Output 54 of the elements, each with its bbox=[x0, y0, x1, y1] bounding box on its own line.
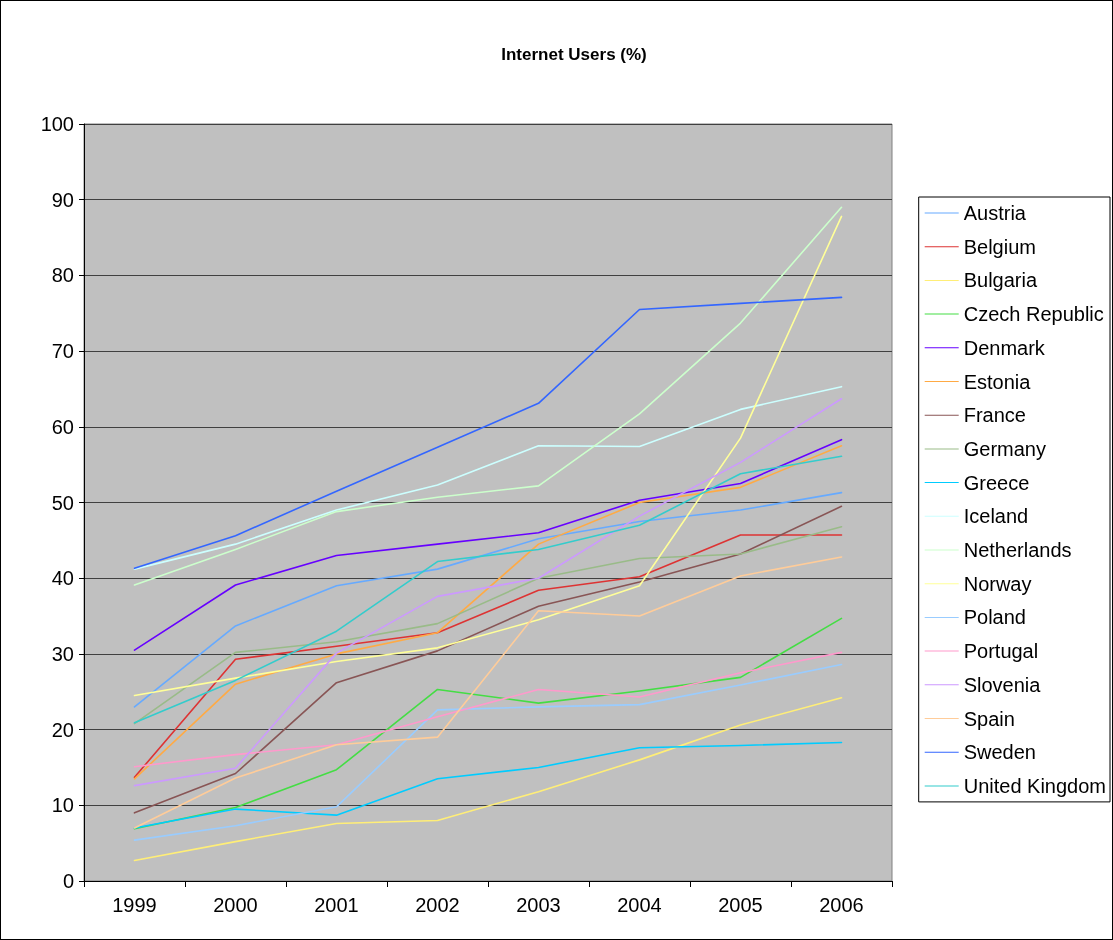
y-tick-label: 50 bbox=[51, 491, 74, 514]
line-series bbox=[133, 296, 843, 570]
y-tick-label: 60 bbox=[51, 415, 74, 438]
legend-label: United Kingdom bbox=[963, 774, 1107, 797]
y-tick-label: 80 bbox=[51, 264, 74, 287]
legend-label: Estonia bbox=[963, 370, 1032, 393]
line-series bbox=[133, 438, 843, 651]
y-tick-label: 30 bbox=[51, 642, 74, 665]
x-tick-label: 2005 bbox=[718, 894, 763, 916]
legend-label: Iceland bbox=[963, 505, 1029, 528]
x-tick-label: 2003 bbox=[516, 894, 561, 916]
x-tick-label: 2006 bbox=[819, 894, 864, 916]
line-series bbox=[133, 556, 843, 829]
x-tick-label: 2002 bbox=[415, 894, 460, 916]
line-series bbox=[133, 455, 843, 724]
line-series bbox=[133, 534, 843, 779]
y-tick-label: 0 bbox=[62, 870, 74, 892]
legend-label: France bbox=[963, 404, 1026, 427]
y-tick-label: 20 bbox=[51, 718, 74, 741]
legend-label: Norway bbox=[963, 572, 1032, 595]
x-tick-label: 2001 bbox=[314, 894, 359, 916]
line-series bbox=[133, 491, 843, 708]
line-series bbox=[133, 206, 843, 586]
y-tick-label: 70 bbox=[51, 340, 74, 363]
legend-label: Netherlands bbox=[963, 539, 1072, 561]
legend-label: Portugal bbox=[963, 640, 1039, 663]
legend-label: Greece bbox=[963, 471, 1030, 494]
legend-label: Bulgaria bbox=[963, 269, 1038, 292]
line-series bbox=[133, 741, 843, 829]
legend-label: Czech Republic bbox=[963, 303, 1104, 326]
legend-label: Austria bbox=[963, 202, 1027, 224]
y-tick-label: 40 bbox=[51, 567, 74, 590]
line-series bbox=[133, 663, 843, 841]
legend-label: Poland bbox=[963, 606, 1026, 629]
line-series bbox=[133, 385, 843, 570]
line-series bbox=[133, 697, 843, 862]
legend-label: Slovenia bbox=[963, 673, 1042, 696]
y-tick-label: 90 bbox=[51, 188, 74, 211]
y-tick-label: 100 bbox=[40, 113, 74, 135]
legend-label: Sweden bbox=[963, 741, 1036, 764]
legend-label: Spain bbox=[963, 707, 1015, 730]
chart-title: Internet Users (%) bbox=[501, 45, 647, 64]
x-tick-label: 1999 bbox=[112, 894, 157, 916]
line-series bbox=[133, 505, 843, 814]
legend-label: Germany bbox=[963, 437, 1046, 460]
line-series bbox=[133, 215, 843, 697]
line-series bbox=[133, 651, 843, 768]
line-series bbox=[133, 617, 843, 830]
x-tick-label: 2004 bbox=[617, 894, 662, 916]
x-tick-label: 2000 bbox=[213, 894, 258, 916]
y-tick-label: 10 bbox=[51, 794, 74, 817]
legend-label: Belgium bbox=[963, 235, 1036, 258]
line-series bbox=[133, 525, 843, 725]
legend-label: Denmark bbox=[963, 336, 1046, 359]
